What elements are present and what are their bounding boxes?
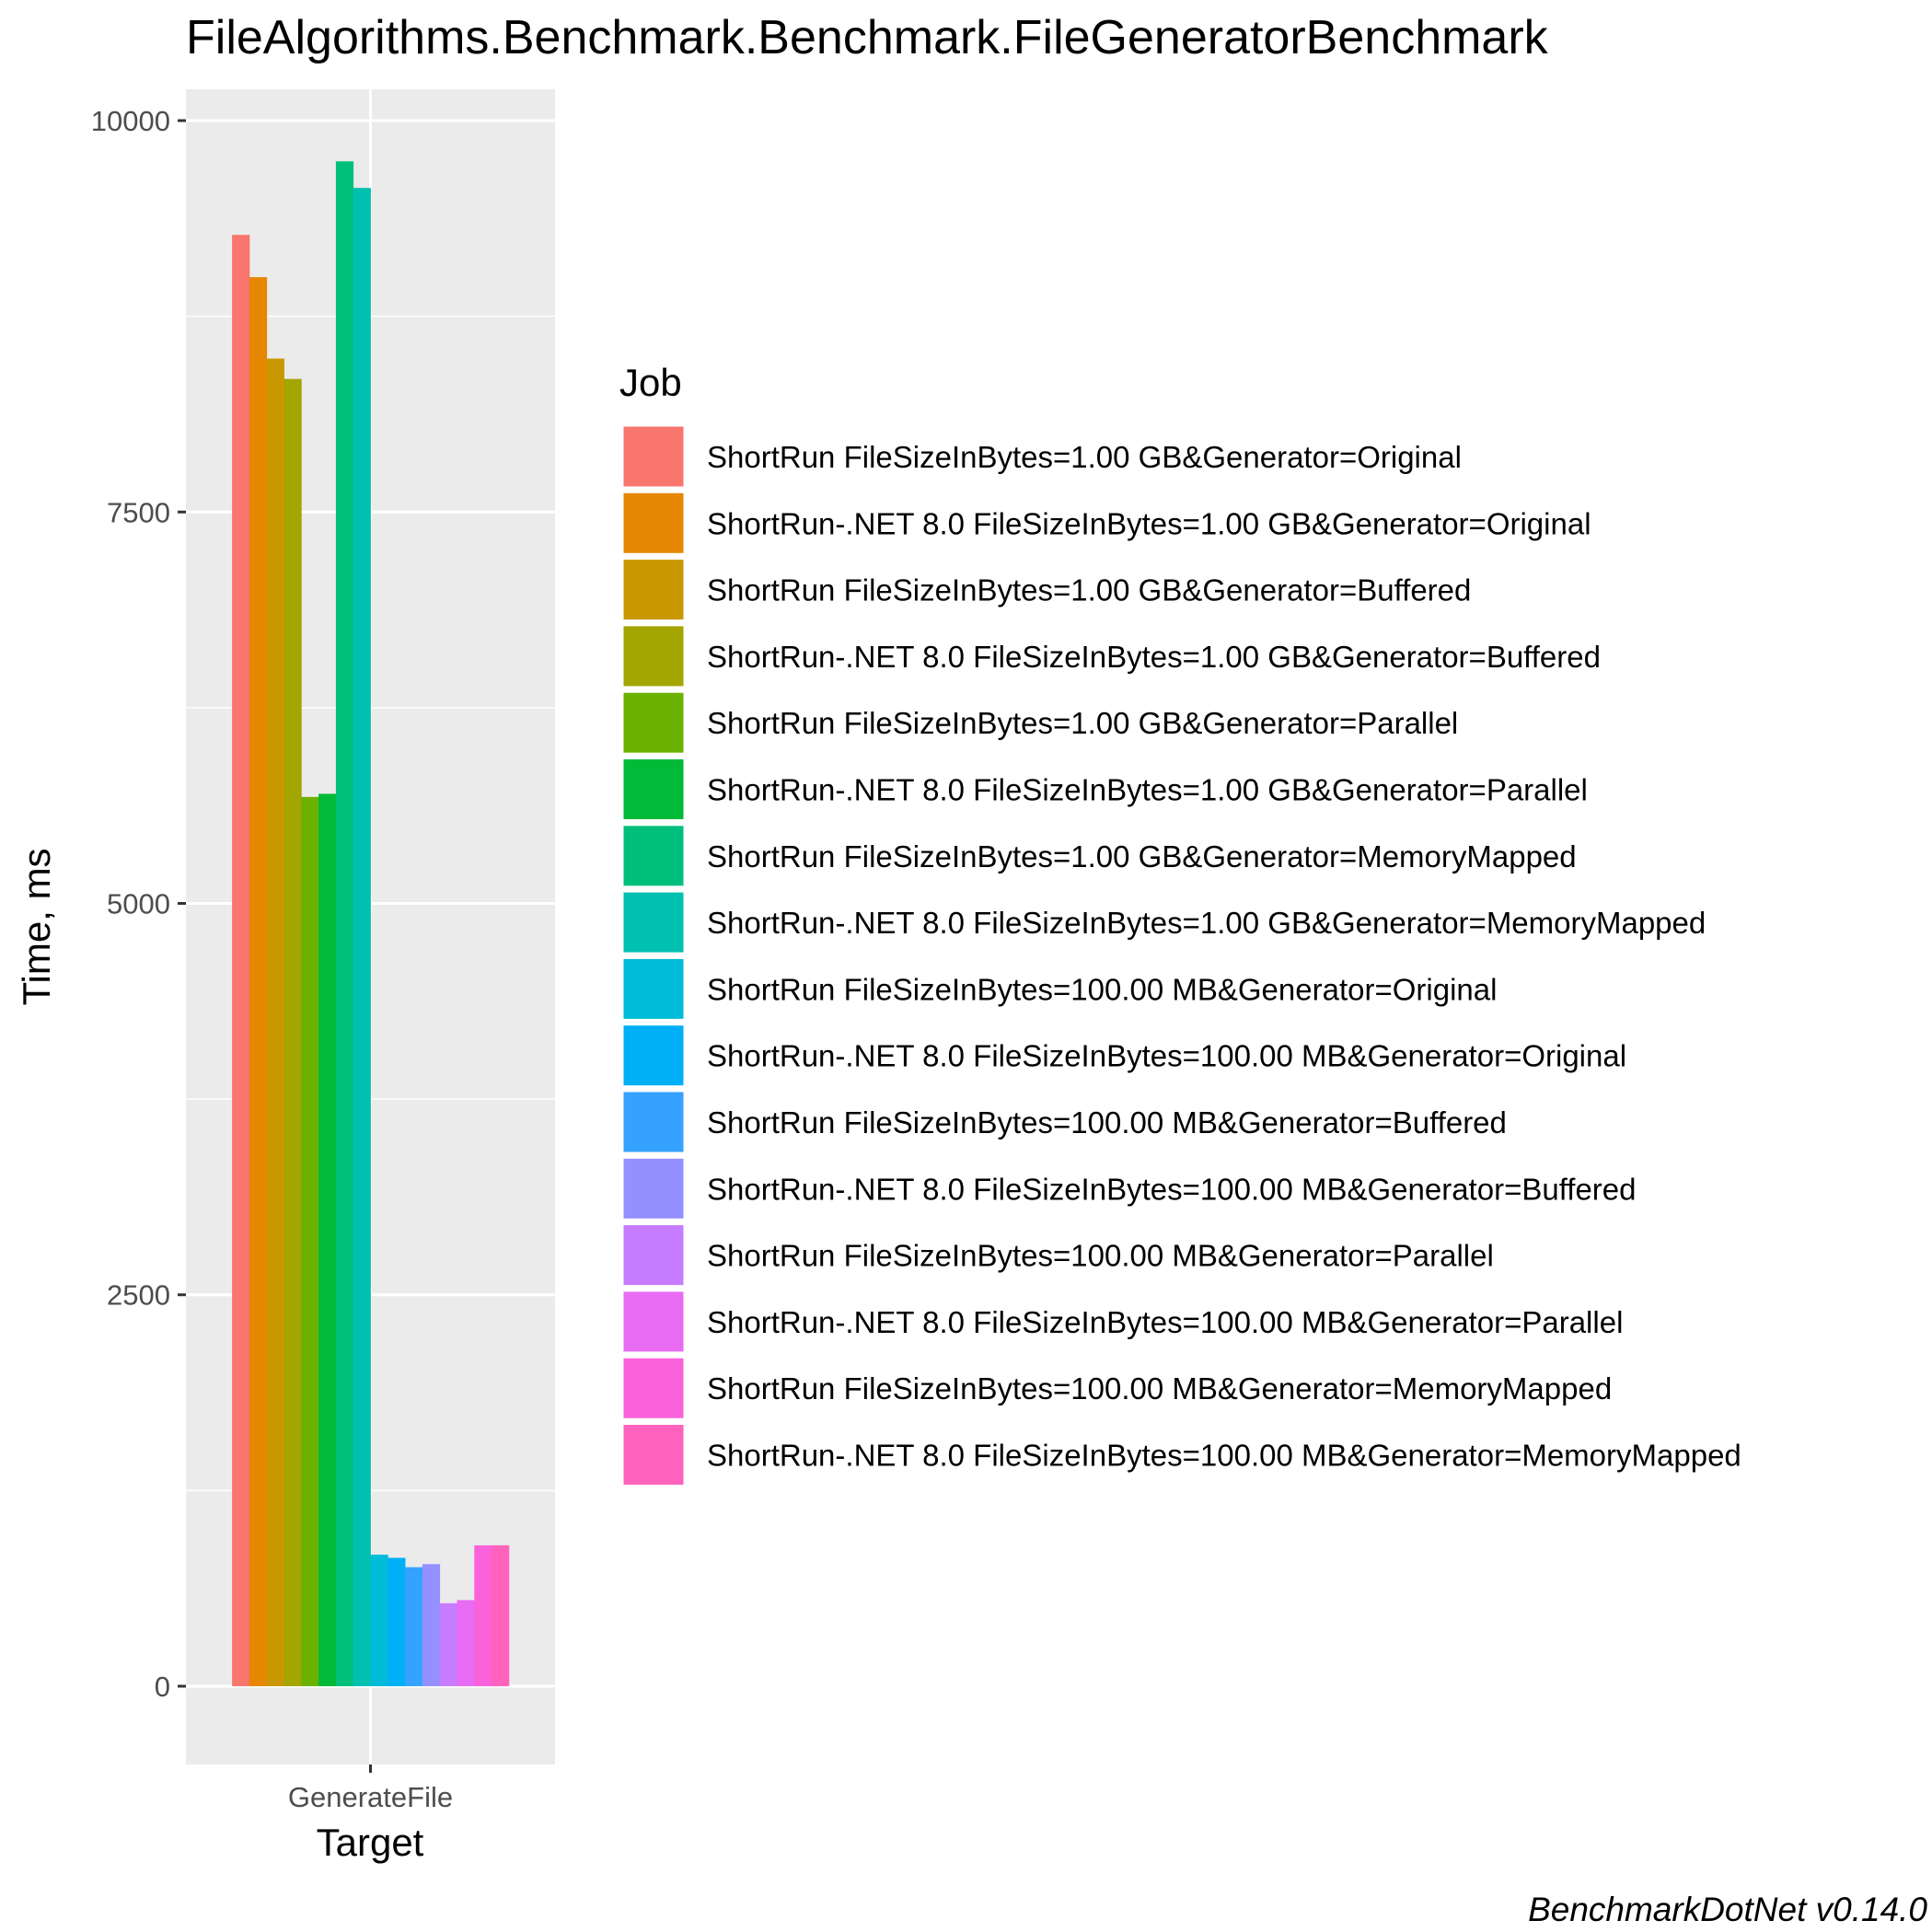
chart-title: FileAlgorithms.Benchmark.Benchmark.FileG… xyxy=(186,11,1549,64)
y-tick-label: 7500 xyxy=(107,496,170,528)
legend-label: ShortRun FileSizeInBytes=1.00 GB&Generat… xyxy=(707,440,1462,474)
legend-key xyxy=(620,1289,687,1355)
legend-label: ShortRun FileSizeInBytes=100.00 MB&Gener… xyxy=(707,972,1497,1006)
legend-key xyxy=(620,757,687,822)
legend-label: ShortRun-.NET 8.0 FileSizeInBytes=1.00 G… xyxy=(707,640,1601,674)
bar xyxy=(388,1557,406,1686)
bar xyxy=(266,358,284,1686)
bar xyxy=(422,1564,441,1686)
legend-key xyxy=(620,423,687,490)
legend-label: ShortRun-.NET 8.0 FileSizeInBytes=1.00 G… xyxy=(707,506,1591,540)
bar xyxy=(232,235,250,1686)
bar xyxy=(301,796,319,1686)
bars xyxy=(232,161,510,1686)
bar xyxy=(457,1600,475,1686)
legend-label: ShortRun-.NET 8.0 FileSizeInBytes=100.00… xyxy=(707,1439,1741,1473)
legend-label: ShortRun-.NET 8.0 FileSizeInBytes=1.00 G… xyxy=(707,773,1588,807)
y-axis: 0 2500 5000 7500 10000 xyxy=(91,105,186,1703)
caption: BenchmarkDotNet v0.14.0 xyxy=(1528,1891,1927,1928)
legend-label: ShortRun-.NET 8.0 FileSizeInBytes=100.00… xyxy=(707,1039,1626,1073)
legend-title: Job xyxy=(619,361,682,404)
bar xyxy=(353,188,371,1686)
bar xyxy=(283,378,302,1686)
legend-key xyxy=(620,1089,687,1155)
bar xyxy=(335,161,354,1686)
bar xyxy=(318,793,337,1686)
x-tick-label: GenerateFile xyxy=(288,1781,453,1813)
bar xyxy=(405,1567,423,1686)
legend-label: ShortRun FileSizeInBytes=1.00 GB&Generat… xyxy=(707,706,1458,740)
legend-key xyxy=(620,1222,687,1289)
legend-key xyxy=(620,823,687,889)
legend: ShortRun FileSizeInBytes=1.00 GB&Generat… xyxy=(620,423,1741,1487)
y-tick-label: 5000 xyxy=(107,887,170,920)
legend-key xyxy=(620,623,687,689)
y-tick-label: 0 xyxy=(155,1671,170,1703)
bar xyxy=(439,1602,457,1686)
bar xyxy=(370,1555,388,1686)
x-axis-title: Target xyxy=(317,1821,424,1864)
legend-key xyxy=(620,889,687,955)
legend-label: ShortRun FileSizeInBytes=1.00 GB&Generat… xyxy=(707,573,1471,607)
bar xyxy=(249,277,268,1686)
legend-label: ShortRun-.NET 8.0 FileSizeInBytes=100.00… xyxy=(707,1172,1637,1206)
legend-label: ShortRun FileSizeInBytes=100.00 MB&Gener… xyxy=(707,1105,1507,1140)
legend-key xyxy=(620,1422,687,1487)
y-tick-label: 10000 xyxy=(91,105,170,137)
legend-key xyxy=(620,689,687,756)
legend-label: ShortRun FileSizeInBytes=100.00 MB&Gener… xyxy=(707,1239,1494,1273)
legend-label: ShortRun FileSizeInBytes=1.00 GB&Generat… xyxy=(707,839,1577,873)
legend-key xyxy=(620,557,687,623)
bar xyxy=(492,1544,510,1686)
legend-key xyxy=(620,1023,687,1089)
y-axis-title: Time, ms xyxy=(15,848,58,1005)
legend-key xyxy=(620,1355,687,1421)
x-axis: GenerateFile xyxy=(288,1764,453,1813)
bar xyxy=(474,1544,492,1686)
legend-label: ShortRun FileSizeInBytes=100.00 MB&Gener… xyxy=(707,1371,1612,1406)
legend-key xyxy=(620,955,687,1022)
legend-key xyxy=(620,490,687,556)
legend-label: ShortRun-.NET 8.0 FileSizeInBytes=100.00… xyxy=(707,1305,1623,1339)
legend-label: ShortRun-.NET 8.0 FileSizeInBytes=1.00 G… xyxy=(707,906,1706,940)
y-tick-label: 2500 xyxy=(107,1279,170,1312)
legend-key xyxy=(620,1155,687,1221)
